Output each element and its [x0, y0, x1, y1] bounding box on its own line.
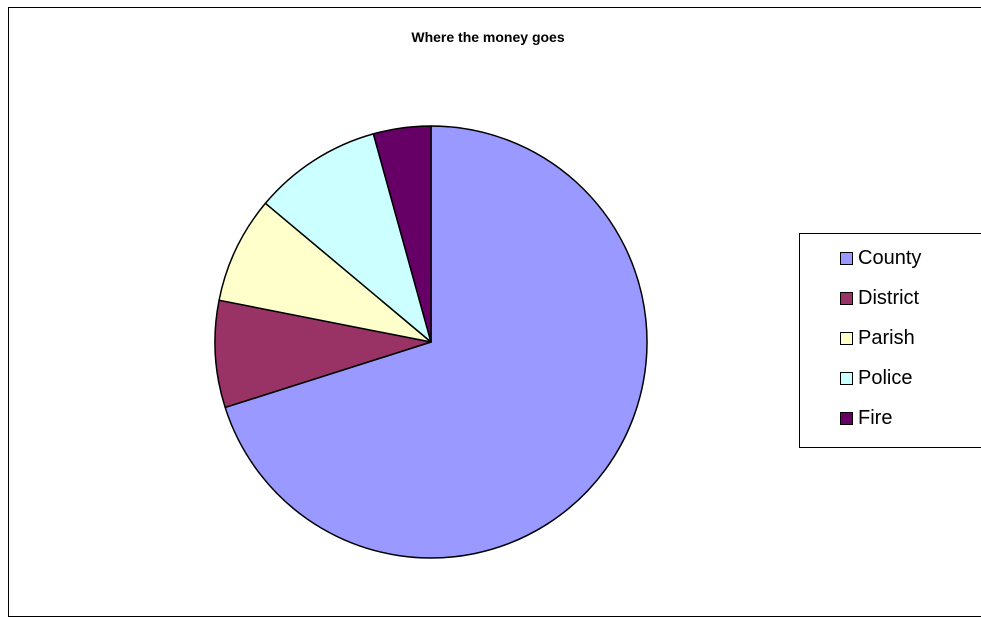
legend-label: Fire	[858, 407, 893, 429]
legend-label: Parish	[858, 327, 915, 349]
legend: County District Parish Police Fire	[799, 233, 981, 448]
chart-title: Where the money goes	[411, 29, 565, 45]
legend-label: District	[858, 287, 920, 309]
legend-swatch	[840, 371, 853, 385]
legend-item-fire: Fire	[840, 404, 892, 432]
pie-slice-fire	[372, 125, 432, 343]
legend-item-county: County	[840, 244, 921, 272]
legend-item-district: District	[840, 284, 919, 312]
legend-item-parish: Parish	[840, 324, 915, 352]
legend-label: County	[858, 247, 922, 269]
legend-swatch	[840, 291, 853, 305]
legend-swatch	[840, 251, 853, 265]
pie-slice-district	[214, 299, 432, 409]
legend-item-police: Police	[840, 364, 912, 392]
legend-label: Police	[858, 367, 913, 389]
pie-slice-county	[224, 125, 648, 559]
legend-swatch	[840, 411, 853, 425]
pie-slice-parish	[218, 202, 432, 343]
legend-swatch	[840, 331, 853, 345]
pie-slice-police	[264, 133, 432, 343]
